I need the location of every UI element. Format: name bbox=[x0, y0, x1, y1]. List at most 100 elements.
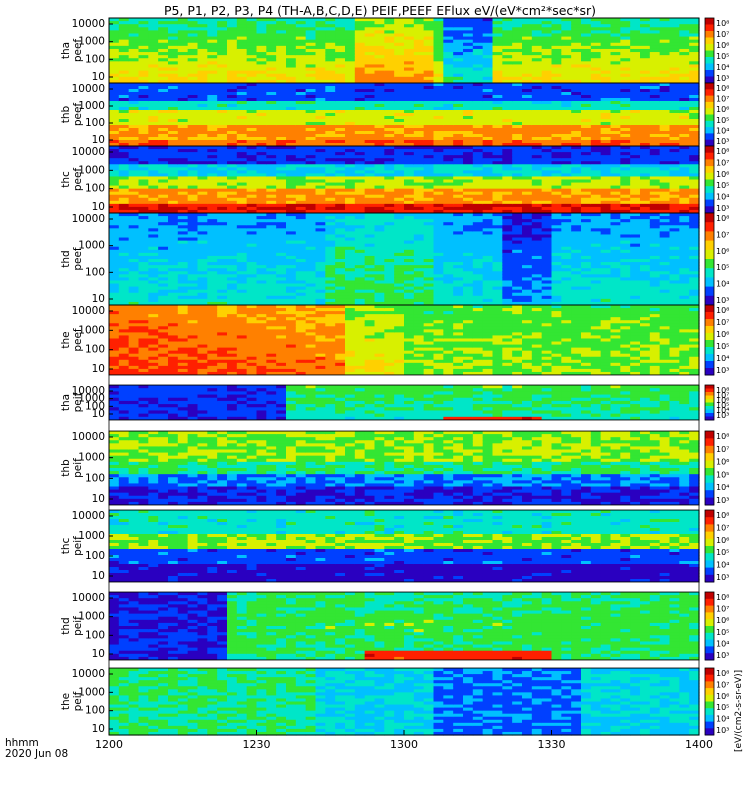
spectrogram-cell bbox=[522, 67, 533, 72]
spectrogram-cell bbox=[315, 76, 326, 81]
spectrogram-cell bbox=[197, 30, 208, 35]
spectrogram-cell bbox=[109, 36, 120, 41]
spectrogram-cell bbox=[453, 79, 464, 84]
spectrogram-cell bbox=[531, 18, 543, 22]
spectrogram-cell bbox=[364, 21, 376, 25]
spectrogram-cell bbox=[197, 36, 208, 41]
spectrogram-cell bbox=[502, 42, 513, 47]
spectrogram-cell bbox=[246, 67, 258, 72]
spectrogram-cell bbox=[177, 45, 189, 50]
spectrogram-cell bbox=[197, 18, 208, 22]
spectrogram-cell bbox=[305, 76, 317, 81]
spectrogram-cell bbox=[266, 36, 277, 41]
spectrogram-cell bbox=[384, 24, 395, 28]
spectrogram-cell bbox=[502, 30, 513, 35]
spectrogram-cell bbox=[433, 48, 444, 53]
spectrogram-cell bbox=[148, 24, 159, 28]
spectrogram-cell bbox=[443, 36, 454, 41]
spectrogram-cell bbox=[227, 42, 238, 47]
spectrogram-cell bbox=[423, 30, 435, 35]
spectrogram-cell bbox=[443, 58, 454, 62]
spectrogram-cell bbox=[413, 76, 425, 81]
spectrogram-cell bbox=[482, 70, 494, 75]
spectrogram-cell bbox=[138, 48, 149, 53]
spectrogram-cell bbox=[443, 48, 454, 53]
spectrogram-cell bbox=[404, 76, 415, 81]
spectrogram-cell bbox=[325, 18, 336, 22]
spectrogram-cell bbox=[453, 39, 464, 44]
spectrogram-cell bbox=[217, 79, 228, 84]
spectrogram-cell bbox=[276, 33, 287, 38]
spectrogram-cell bbox=[413, 27, 425, 31]
colorbar-tick-label: 10⁵ bbox=[716, 116, 729, 125]
spectrogram-cell bbox=[522, 27, 533, 31]
spectrogram-cell bbox=[305, 64, 317, 69]
spectrogram-cell bbox=[472, 52, 484, 56]
spectrogram-cell bbox=[404, 58, 415, 62]
spectrogram-cell bbox=[158, 33, 169, 38]
spectrogram-cell bbox=[256, 76, 267, 81]
spectrogram-cell bbox=[305, 48, 317, 53]
spectrogram-cell bbox=[463, 36, 474, 41]
spectrogram-cell bbox=[197, 64, 208, 69]
colorbar-swatch bbox=[705, 70, 714, 77]
spectrogram-cell bbox=[463, 24, 474, 28]
spectrogram-cell bbox=[138, 21, 149, 25]
spectrogram-cell bbox=[472, 21, 484, 25]
spectrogram-cell bbox=[177, 39, 189, 44]
spectrogram-cell bbox=[266, 30, 277, 35]
spectrogram-cell bbox=[266, 64, 277, 69]
spectrogram-cell bbox=[404, 64, 415, 69]
spectrogram-cell bbox=[394, 61, 405, 66]
spectrogram-cell bbox=[443, 76, 454, 81]
spectrogram-cell bbox=[374, 73, 385, 78]
spectrogram-cell bbox=[463, 73, 474, 78]
spectrogram-cell bbox=[325, 58, 336, 62]
spectrogram-cell bbox=[118, 30, 130, 35]
colorbar-swatch bbox=[705, 31, 714, 38]
spectrogram-cell bbox=[148, 61, 159, 66]
spectrogram-cell bbox=[315, 61, 326, 66]
spectrogram-cell bbox=[246, 52, 258, 56]
spectrogram-cell bbox=[364, 18, 376, 22]
spectrogram-cell bbox=[541, 27, 553, 31]
spectrogram-cell bbox=[413, 55, 425, 59]
colorbar-swatch bbox=[705, 44, 714, 51]
spectrogram-cell bbox=[128, 33, 140, 38]
spectrogram-cell bbox=[413, 42, 425, 47]
spectrogram-cell bbox=[217, 73, 228, 78]
spectrogram-cell bbox=[413, 58, 425, 62]
spectrogram-cell bbox=[384, 52, 395, 56]
spectrogram-cell bbox=[207, 45, 218, 50]
spectrogram-cell bbox=[158, 21, 169, 25]
spectrogram-cell bbox=[413, 52, 425, 56]
spectrogram-cell bbox=[413, 39, 425, 44]
energy-tick-label: 10 bbox=[92, 201, 105, 213]
spectrogram-cell bbox=[138, 64, 149, 69]
spectrogram-cell bbox=[502, 33, 513, 38]
spectrogram-cell bbox=[354, 61, 366, 66]
spectrogram-cell bbox=[118, 55, 130, 59]
spectrogram-cell bbox=[541, 55, 553, 59]
colorbar-swatch bbox=[705, 89, 714, 97]
spectrogram-cell bbox=[354, 70, 366, 75]
spectrogram-cell bbox=[236, 18, 248, 22]
spectrogram-cell bbox=[295, 58, 307, 62]
spectrogram-cell bbox=[423, 61, 435, 66]
spectrogram-cell bbox=[502, 61, 513, 66]
spectrogram-cell bbox=[364, 27, 376, 31]
spectrogram-cell bbox=[433, 21, 444, 25]
spectrogram-cell bbox=[227, 58, 238, 62]
spectrogram-cell bbox=[246, 73, 258, 78]
spectrogram-cell bbox=[315, 48, 326, 53]
spectrogram-cell bbox=[246, 42, 258, 47]
spectrogram-cell bbox=[187, 52, 199, 56]
spectrogram-cell bbox=[227, 79, 238, 84]
spectrogram-cell bbox=[197, 76, 208, 81]
spectrogram-cell bbox=[148, 52, 159, 56]
spectrogram-cell bbox=[236, 33, 248, 38]
spectrogram-cell bbox=[276, 67, 287, 72]
spectrogram-cell bbox=[463, 45, 474, 50]
spectrogram-cell bbox=[443, 24, 454, 28]
